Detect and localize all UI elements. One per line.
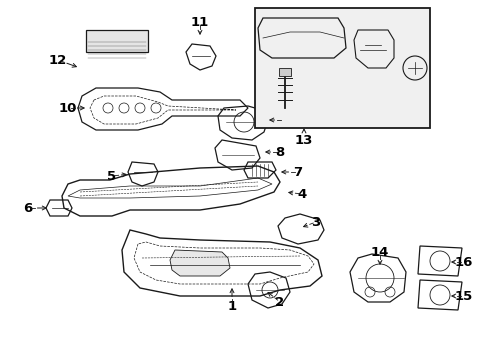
Text: 3: 3 xyxy=(311,216,320,229)
Text: 6: 6 xyxy=(23,202,33,215)
Text: 4: 4 xyxy=(297,188,306,201)
Bar xyxy=(86,30,148,52)
Bar xyxy=(279,68,290,76)
Text: 2: 2 xyxy=(275,296,284,309)
Text: 8: 8 xyxy=(275,145,284,158)
Text: 9: 9 xyxy=(279,113,288,126)
Text: 11: 11 xyxy=(190,15,209,28)
Text: 12: 12 xyxy=(49,54,67,67)
Text: 15: 15 xyxy=(454,289,472,302)
Text: 16: 16 xyxy=(454,256,472,269)
Bar xyxy=(254,8,429,128)
Text: 10: 10 xyxy=(59,102,77,114)
Text: 5: 5 xyxy=(107,170,116,183)
Text: 1: 1 xyxy=(227,300,236,312)
Polygon shape xyxy=(170,250,229,276)
Text: 14: 14 xyxy=(370,246,388,258)
Text: 7: 7 xyxy=(293,166,302,179)
Text: 13: 13 xyxy=(294,134,312,147)
